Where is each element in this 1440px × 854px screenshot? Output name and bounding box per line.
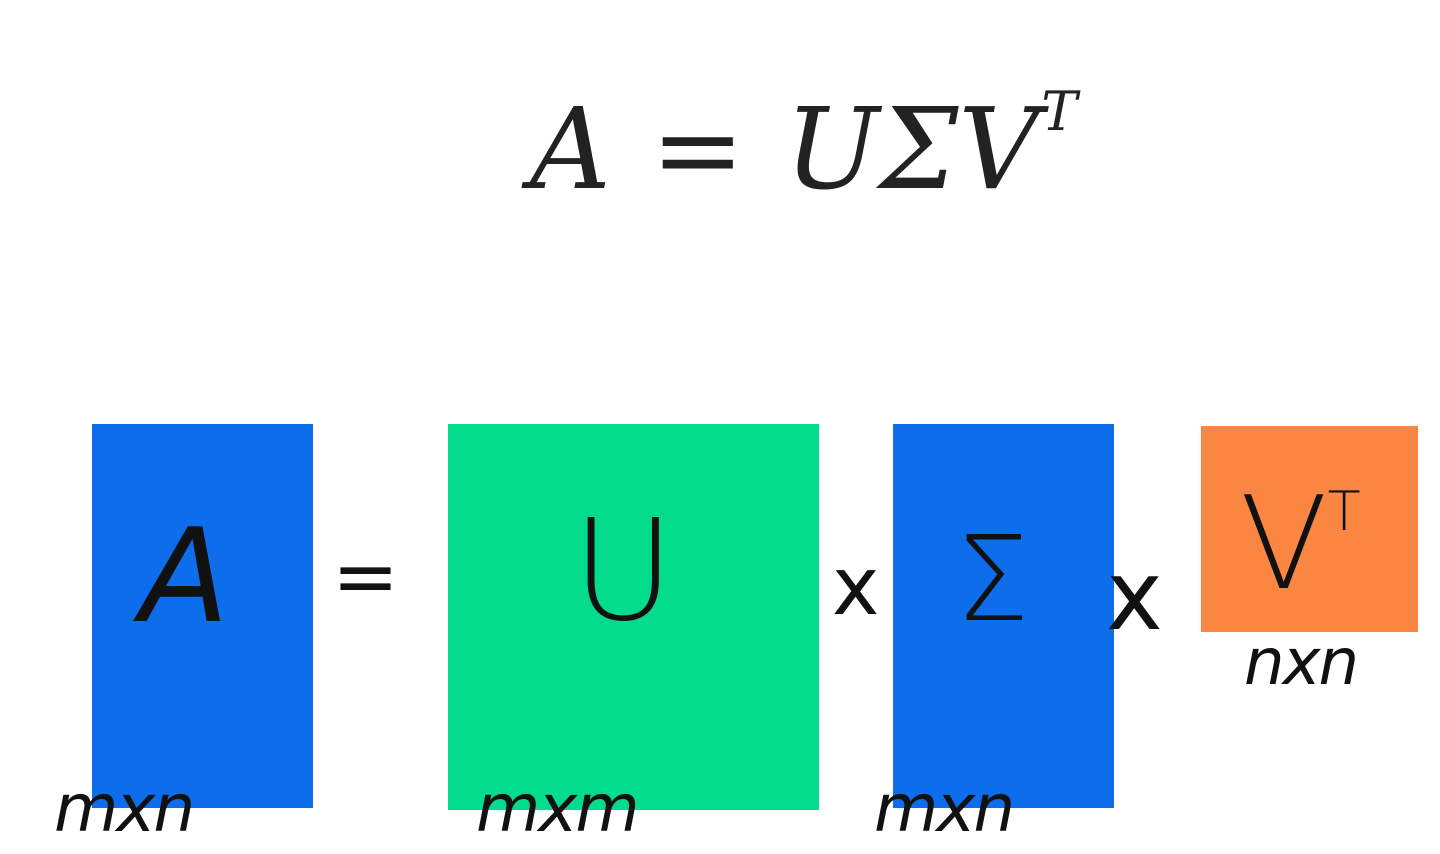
times-operator-2: x bbox=[1106, 540, 1163, 652]
matrix-vt-label: VT bbox=[1240, 470, 1361, 619]
matrix-vt-dims: nxn bbox=[1244, 626, 1359, 700]
matrix-vt-letter: V bbox=[1240, 470, 1328, 619]
matrix-a-label: A bbox=[140, 500, 229, 652]
matrix-vt-block bbox=[1201, 426, 1418, 632]
equals-operator: = bbox=[332, 530, 400, 623]
matrix-u-block bbox=[448, 424, 819, 810]
equation-sigma: Σ bbox=[879, 85, 959, 215]
equation-v: V bbox=[958, 85, 1040, 215]
equation-v-superscript: T bbox=[1041, 80, 1078, 143]
matrix-sigma-label: Σ bbox=[955, 510, 1030, 648]
equation-lhs: A bbox=[530, 85, 611, 215]
times-operator-1: x bbox=[832, 540, 880, 633]
matrix-u-dims: mxm bbox=[476, 770, 640, 847]
matrix-sigma-block bbox=[893, 424, 1114, 808]
matrix-a-block bbox=[92, 424, 313, 808]
matrix-a-dims: mxn bbox=[54, 770, 195, 847]
equation-equals: = bbox=[650, 85, 745, 215]
matrix-sigma-dims: mxn bbox=[874, 770, 1015, 847]
matrix-u-label: U bbox=[572, 490, 675, 653]
matrix-vt-superscript: T bbox=[1327, 480, 1361, 543]
equation-u: U bbox=[784, 85, 880, 215]
svd-equation: A = UΣVT bbox=[530, 80, 1077, 215]
